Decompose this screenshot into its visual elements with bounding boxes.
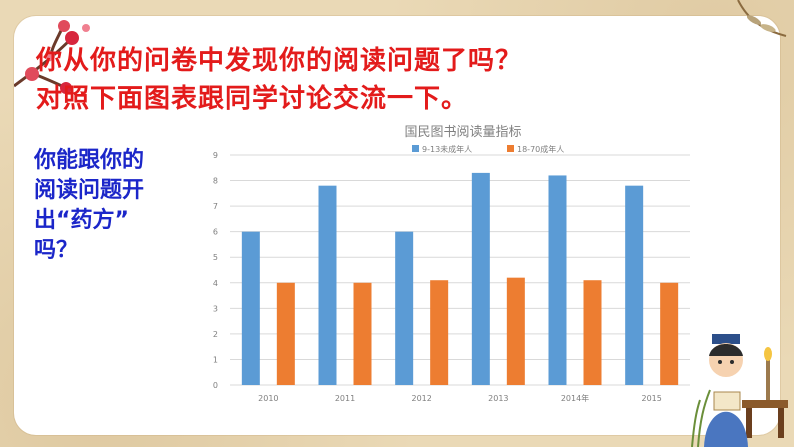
y-tick-label: 8 [213, 177, 218, 186]
x-tick-label: 2012 [411, 394, 431, 403]
bar-adult [506, 277, 525, 385]
question-line-2: 阅读问题开 [34, 178, 145, 203]
bar-adult [430, 280, 449, 385]
y-tick-label: 5 [213, 253, 218, 262]
y-tick-label: 1 [213, 355, 218, 364]
legend-swatch-minor [412, 145, 419, 152]
y-tick-label: 7 [213, 202, 218, 211]
question-text: 你能跟你的 阅读问题开 出“药方” 吗？ [34, 146, 174, 266]
plum-blossom-decoration [14, 20, 90, 94]
legend-swatch-adult [507, 145, 514, 152]
legend-label-minor: 9-13未成年人 [422, 144, 472, 154]
x-tick-label: 2010 [258, 394, 278, 403]
plot-area: 0 1 2 3 4 5 6 7 8 9 2010 2011 2012 2013 2014年 2015 [213, 151, 690, 403]
question-line-4: 吗？ [34, 238, 79, 263]
bar-minor [318, 185, 337, 385]
y-tick-label: 2 [213, 330, 218, 339]
y-tick-label: 0 [213, 381, 218, 390]
bar-minor [241, 231, 260, 385]
x-tick-label: 2013 [488, 394, 508, 403]
y-tick-label: 6 [213, 228, 218, 237]
scholar-illustration [691, 334, 788, 447]
bar-minor [395, 231, 414, 385]
heading-line-2: 对照下面图表跟同学讨论交流一下。 [36, 84, 469, 114]
x-tick-label: 2011 [335, 394, 355, 403]
bar-adult [353, 282, 372, 385]
bar-minor [625, 185, 644, 385]
question-line-3: 出“药方” [34, 208, 129, 233]
y-tick-label: 3 [213, 304, 218, 313]
leaf-decoration [737, 0, 787, 37]
bar-adult [660, 282, 679, 385]
question-line-1: 你能跟你的 [34, 148, 145, 173]
reading-volume-chart: 国民图书阅读量指标 9-13未成年人 18-70成年人 0 1 2 3 4 5 6 7 8 9 20… [213, 124, 690, 403]
bar-minor [471, 172, 490, 385]
x-tick-label: 2015 [641, 394, 661, 403]
chart-title: 国民图书阅读量指标 [404, 124, 521, 139]
y-tick-label: 4 [213, 279, 218, 288]
bar-adult [276, 282, 295, 385]
chart-legend: 9-13未成年人 18-70成年人 [412, 144, 564, 154]
legend-label-adult: 18-70成年人 [517, 144, 564, 154]
bar-minor [548, 175, 567, 385]
bar-adult [583, 280, 602, 385]
x-tick-label: 2014年 [561, 393, 589, 403]
heading-line-1: 你从你的问卷中发现你的阅读问题了吗？ [36, 46, 523, 76]
y-tick-label: 9 [213, 151, 218, 160]
